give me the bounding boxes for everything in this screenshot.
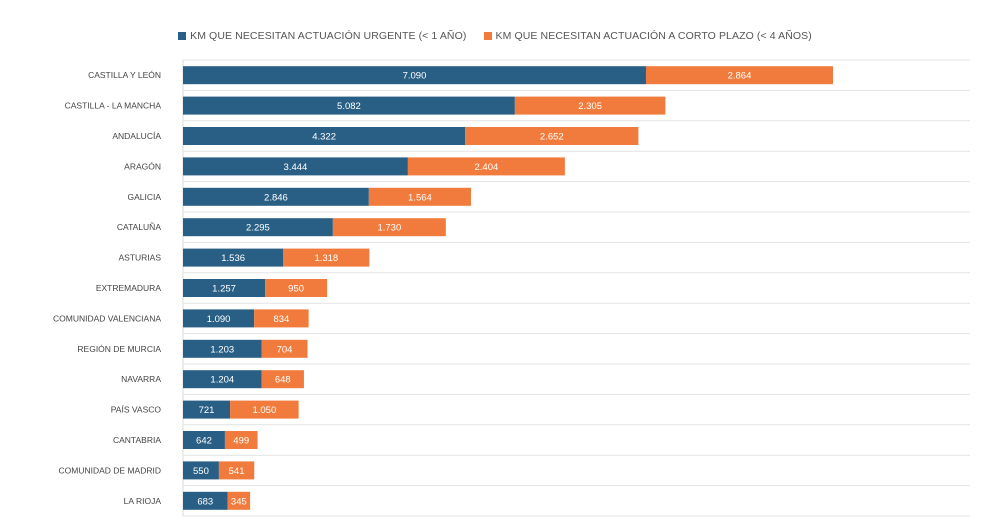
data-label-short-term: 1.318 <box>314 253 338 264</box>
data-label-urgent: 1.536 <box>221 253 245 264</box>
category-label: CASTILLA Y LEÓN <box>88 70 161 80</box>
data-label-short-term: 2.404 <box>474 162 498 173</box>
legend-swatch-urgent <box>178 32 187 41</box>
data-label-short-term: 1.050 <box>252 405 276 416</box>
data-label-urgent: 4.322 <box>312 132 336 143</box>
legend-label-urgent: KM QUE NECESITAN ACTUACIÓN URGENTE (< 1 … <box>190 30 467 43</box>
data-label-short-term: 704 <box>277 344 293 355</box>
legend-item-urgent: KM QUE NECESITAN ACTUACIÓN URGENTE (< 1 … <box>178 30 466 42</box>
bar-urgent <box>183 66 646 85</box>
category-label: PAÍS VASCO <box>111 405 162 415</box>
category-label: CASTILLA - LA MANCHA <box>65 101 162 111</box>
data-label-short-term: 541 <box>229 466 245 477</box>
bar-short-term <box>218 461 255 480</box>
category-label: LA RIOJA <box>124 496 162 506</box>
bar-short-term <box>514 96 666 115</box>
data-label-urgent: 550 <box>193 466 209 477</box>
bar-urgent <box>183 127 466 145</box>
data-label-short-term: 648 <box>275 375 291 386</box>
category-label: COMUNIDAD VALENCIANA <box>53 313 161 323</box>
bar-short-term <box>230 400 299 419</box>
bar-urgent <box>183 157 408 176</box>
data-label-urgent: 1.257 <box>212 284 236 295</box>
bar-short-term <box>261 339 308 358</box>
bar-urgent <box>183 370 262 389</box>
bar-urgent <box>183 279 266 297</box>
category-label: ANDALUCÍA <box>112 131 161 141</box>
chart-legend: KM QUE NECESITAN ACTUACIÓN URGENTE (< 1 … <box>0 30 1004 42</box>
bar-short-term <box>224 431 258 449</box>
data-label-urgent: 721 <box>199 405 215 416</box>
data-label-short-term: 499 <box>233 436 249 447</box>
bar-urgent <box>183 491 228 510</box>
category-label: CANTABRIA <box>113 435 161 445</box>
category-label: GALICIA <box>127 192 161 202</box>
legend-item-short-term: KM QUE NECESITAN ACTUACIÓN A CORTO PLAZO… <box>483 30 812 43</box>
category-label: REGIÓN DE MURCIA <box>77 344 161 354</box>
data-label-short-term: 1.564 <box>408 192 432 203</box>
data-label-short-term: 2.305 <box>578 101 602 112</box>
bar-short-term <box>265 279 328 297</box>
bar-short-term <box>465 127 639 145</box>
category-label: ASTURIAS <box>118 253 161 263</box>
bar-short-term <box>368 187 471 206</box>
data-label-short-term: 950 <box>288 284 304 295</box>
data-label-urgent: 683 <box>197 496 213 507</box>
category-label: ARAGÓN <box>124 161 161 171</box>
bar-short-term <box>283 248 370 267</box>
data-label-short-term: 834 <box>273 314 289 325</box>
data-label-urgent: 1.204 <box>210 375 234 386</box>
bar-urgent <box>183 400 231 419</box>
bar-short-term <box>227 491 251 510</box>
bar-short-term <box>645 66 833 85</box>
data-label-urgent: 642 <box>196 436 212 447</box>
data-label-short-term: 2.652 <box>540 132 564 143</box>
legend-swatch-short-term <box>483 32 492 41</box>
bar-urgent <box>183 461 219 480</box>
data-label-short-term: 2.864 <box>728 71 752 82</box>
bar-short-term <box>261 370 304 389</box>
category-label: NAVARRA <box>121 374 161 384</box>
bar-short-term <box>407 157 565 176</box>
bar-short-term <box>332 218 446 237</box>
data-label-urgent: 7.090 <box>403 71 427 82</box>
category-label: CATALUÑA <box>117 222 161 232</box>
category-label: COMUNIDAD DE MADRID <box>59 465 161 475</box>
data-label-urgent: 5.082 <box>337 101 361 112</box>
data-label-urgent: 2.846 <box>264 192 288 203</box>
data-label-urgent: 1.203 <box>210 344 234 355</box>
bar-urgent <box>183 96 515 115</box>
data-label-urgent: 3.444 <box>284 162 308 173</box>
legend-label-short-term: KM QUE NECESITAN ACTUACIÓN A CORTO PLAZO… <box>495 30 812 43</box>
bar-urgent <box>183 187 369 206</box>
data-label-urgent: 2.295 <box>246 223 270 234</box>
data-label-urgent: 1.090 <box>207 314 231 325</box>
bar-urgent <box>183 339 262 358</box>
bar-urgent <box>183 218 333 237</box>
data-label-short-term: 1.730 <box>377 223 401 234</box>
bar-urgent <box>183 248 284 267</box>
category-label: EXTREMADURA <box>96 283 162 293</box>
data-label-short-term: 345 <box>231 496 247 507</box>
bar-short-term <box>254 309 309 328</box>
bar-urgent <box>183 431 225 449</box>
bar-urgent <box>183 309 255 328</box>
